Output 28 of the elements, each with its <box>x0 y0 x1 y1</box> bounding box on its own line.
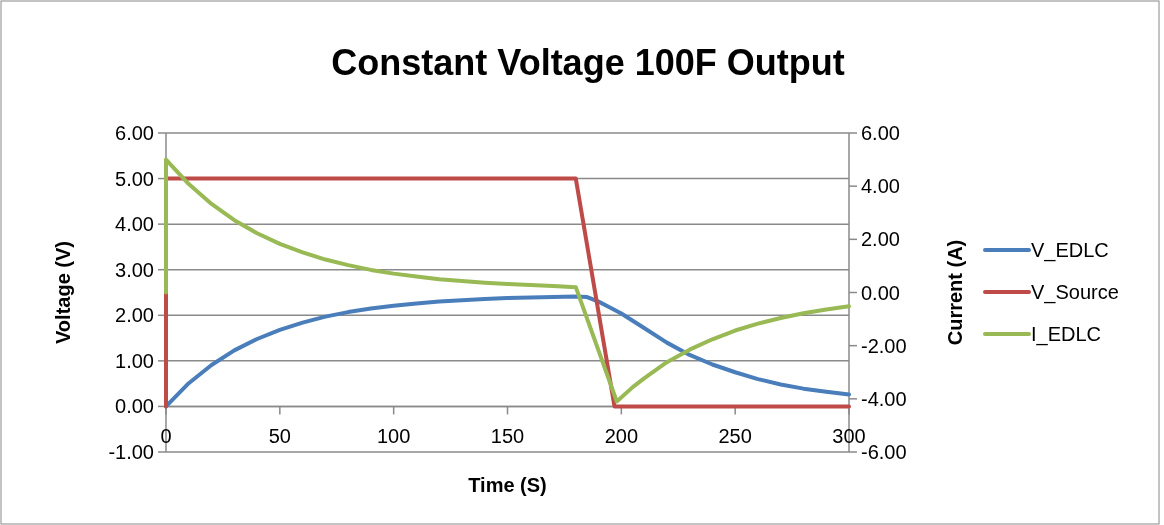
y-tick-label: 0.00 <box>115 395 154 418</box>
legend-label: V_EDLC <box>1031 239 1109 262</box>
y-tick-label: 6.00 <box>115 122 154 144</box>
y-tick-label: -1.00 <box>108 441 154 463</box>
x-tick-label: 50 <box>268 425 291 448</box>
legend-label: V_Source <box>1031 281 1119 304</box>
y2-tick-label: 0.00 <box>861 281 900 304</box>
chart-title: Constant Voltage 100F Output <box>331 42 845 83</box>
y2-tick-label: 4.00 <box>861 175 900 198</box>
y2-tick-label: 6.00 <box>861 122 900 144</box>
x-tick-label: 200 <box>604 425 639 448</box>
x-tick-label: 150 <box>490 425 525 448</box>
x-tick-label: 0 <box>160 425 172 448</box>
y2-tick-label: -4.00 <box>861 387 907 410</box>
y2-tick-label: -2.00 <box>861 334 907 357</box>
y-tick-label: 5.00 <box>115 167 154 190</box>
x-tick-label: 250 <box>718 425 752 448</box>
y-axis-title: Voltage (V) <box>52 241 74 344</box>
y2-axis-title: Current (A) <box>944 239 966 346</box>
y-tick-label: 4.00 <box>115 213 154 236</box>
y-tick-label: 3.00 <box>115 258 154 281</box>
legend-label: I_EDLC <box>1031 323 1102 346</box>
y-tick-label: 2.00 <box>115 304 154 327</box>
x-axis-title: Time (S) <box>468 474 547 496</box>
y-tick-label: 1.00 <box>115 349 154 372</box>
x-tick-label: 100 <box>376 425 411 448</box>
y2-tick-label: 2.00 <box>861 228 900 251</box>
x-tick-label: 300 <box>832 425 866 448</box>
